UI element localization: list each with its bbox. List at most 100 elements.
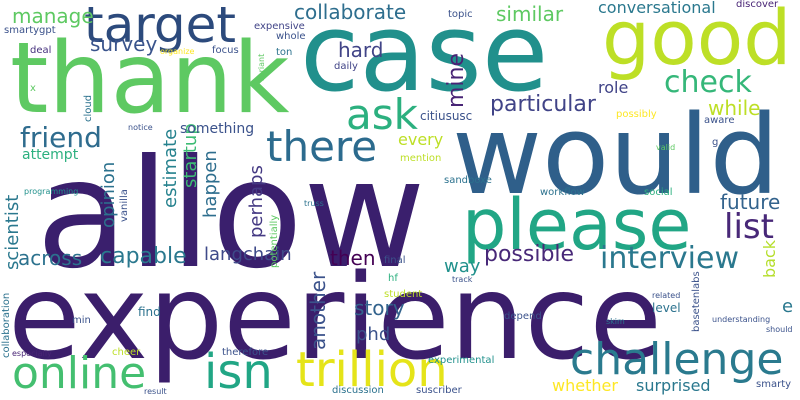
word-level: level [652, 301, 681, 315]
word-story: story [354, 296, 405, 320]
word-especially: especially [12, 349, 52, 358]
word-conversational: conversational [598, 0, 716, 17]
word-variant: variant [257, 53, 266, 82]
word-allow: allow [36, 128, 426, 302]
word-target: target [84, 0, 237, 54]
word-should: should [766, 325, 793, 334]
word-therefore: therefore [222, 347, 269, 358]
word-e: e [782, 296, 794, 317]
word-across: across [18, 246, 83, 270]
word-collaboration: collaboration [1, 292, 12, 358]
word-isn: isn [204, 344, 273, 400]
word-way: way [444, 256, 481, 277]
word-trillion: trillion [296, 342, 448, 398]
word-focus: focus [212, 45, 239, 56]
word-aware: aware [704, 115, 735, 126]
word-good: good [602, 0, 792, 82]
word-final: final [384, 255, 406, 266]
word-mention: mention [400, 153, 442, 164]
word-friend: friend [20, 121, 102, 154]
word-thank: thank [10, 22, 290, 136]
word-survey: survey [90, 32, 158, 56]
word-list: list [724, 207, 774, 247]
word-there: there [266, 122, 378, 171]
word-workflow: workflow [540, 187, 585, 198]
word-discover: discover [736, 0, 779, 10]
word-hf: hf [388, 273, 398, 284]
word-citiususc: citiususc [420, 109, 473, 123]
word-check: check [664, 65, 752, 100]
word-cloud: cloud [83, 94, 94, 122]
word-truss: truss [304, 199, 324, 208]
word-perhaps: perhaps [246, 165, 267, 238]
word-social: social [644, 187, 673, 198]
word-depend: depend [504, 311, 542, 322]
word-topic: topic [448, 9, 473, 20]
word-daily: daily [334, 61, 358, 72]
word-estimate: estimate [160, 128, 181, 208]
word-programming: programming [24, 187, 79, 196]
word-sandboxe: sandboxe [444, 175, 492, 186]
word-vanilla: vanilla [119, 189, 130, 222]
word-back: back [760, 239, 779, 278]
word-find: find [138, 305, 161, 319]
word-another: another [306, 271, 330, 350]
word-similar: similar [496, 2, 564, 26]
word-challenge: challenge [570, 334, 784, 385]
word-g: g [712, 137, 719, 148]
word-ton: ton [276, 47, 293, 58]
word-scientist: scientist [2, 194, 23, 270]
word-future: future [720, 190, 781, 214]
word-case: case [300, 0, 549, 116]
word-potentially: potentially [269, 214, 280, 268]
word-then: then [330, 246, 376, 270]
word-hard: hard [338, 38, 384, 62]
word-experimental: experimental [428, 355, 495, 366]
word-opinion: opinion [98, 161, 119, 228]
word-deal: deal [30, 45, 52, 56]
word-notice: notice [128, 123, 153, 132]
word-please: please [462, 184, 692, 266]
word-track: track [452, 275, 473, 284]
word-cheer: cheer [112, 347, 141, 358]
word-min: min [72, 315, 91, 326]
word-attempt: attempt [22, 147, 79, 163]
word-something: something [180, 121, 255, 137]
word-possibly: possibly [616, 109, 657, 120]
word-result: result [144, 387, 167, 396]
word-discussion: discussion [332, 385, 384, 396]
word-related: related [652, 291, 681, 300]
word-collaborate: collaborate [294, 0, 407, 24]
word-x: x [30, 83, 36, 94]
word-student: student [384, 289, 423, 300]
word-surprised: surprised [636, 376, 711, 395]
word-mine: mine [444, 52, 469, 108]
word-experience: experience [8, 248, 663, 386]
word-while: while [708, 96, 761, 120]
word-possible: possible [484, 242, 575, 267]
word-basetenlabs: basetenlabs [691, 271, 702, 332]
word-phd: phd [356, 324, 391, 345]
word-whole: whole [276, 31, 306, 42]
word-suscriber: suscriber [416, 385, 462, 396]
word-organize: organize [160, 47, 195, 56]
word-manage: manage [12, 4, 94, 28]
word-role: role [598, 78, 629, 97]
word-ask: ask [346, 90, 418, 139]
word-smartygpt: smartygpt [4, 25, 56, 36]
word-whether: whether [552, 376, 618, 395]
word-valid: valid [656, 143, 676, 152]
word-online: online [12, 348, 147, 399]
word-expensive: expensive [254, 21, 305, 32]
word-every: every [398, 130, 444, 149]
word-understanding: understanding [712, 315, 771, 324]
word-particular: particular [490, 92, 596, 117]
word-happen: happen [200, 150, 221, 218]
word-would: would [452, 91, 780, 219]
word-skim: skim [606, 317, 625, 326]
word-langchain: langchain [204, 244, 292, 265]
word-capable: capable [100, 244, 187, 269]
word-interview: interview [600, 241, 739, 276]
word-smarty: smarty [756, 379, 792, 390]
